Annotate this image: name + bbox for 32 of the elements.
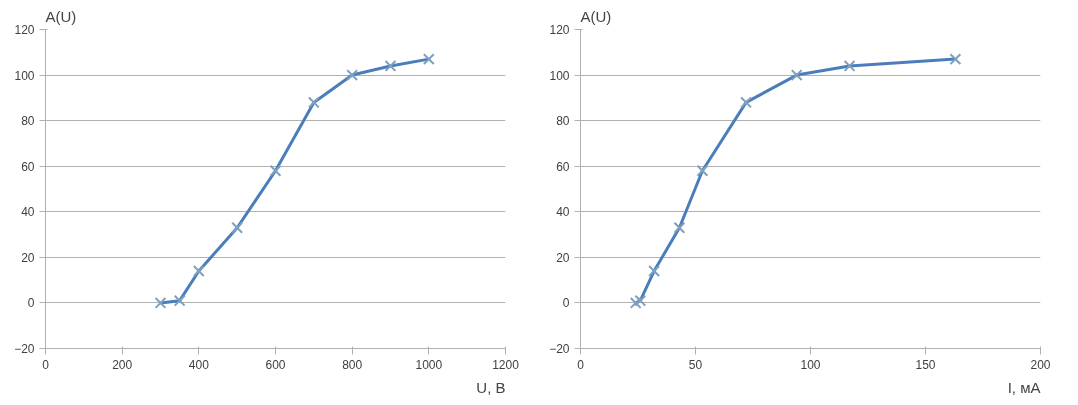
- y-tick-label: 100: [549, 68, 570, 83]
- y-tick-label: −20: [14, 342, 35, 356]
- y-tick-label: 60: [21, 159, 35, 174]
- x-tick-label: 400: [188, 357, 210, 372]
- y-tick-label: 20: [21, 250, 35, 265]
- x-tick-label: 0: [577, 357, 585, 372]
- x-tick-label: 150: [915, 357, 936, 372]
- x-tick-label: 100: [800, 357, 821, 372]
- y-tick-label: 40: [556, 205, 570, 220]
- y-axis-title: A(U): [45, 7, 77, 25]
- y-tick-label: 0: [562, 296, 570, 311]
- x-tick-label: 200: [1030, 357, 1051, 372]
- x-axis-title: I, мА: [1007, 378, 1041, 396]
- x-tick-label: 50: [688, 357, 703, 372]
- y-tick-label: 80: [556, 114, 570, 129]
- y-tick-label: 0: [27, 296, 35, 311]
- x-axis-title: U, B: [476, 378, 506, 396]
- y-tick-label: 80: [21, 114, 35, 129]
- x-tick-label: 0: [42, 357, 50, 372]
- x-tick-label: 600: [265, 357, 286, 372]
- x-tick-label: 200: [112, 357, 133, 372]
- y-tick-label: 120: [14, 23, 35, 37]
- y-tick-label: 100: [14, 68, 35, 83]
- y-axis-title: A(U): [580, 7, 612, 25]
- y-tick-label: 20: [556, 250, 570, 265]
- y-tick-label: 60: [556, 159, 570, 174]
- x-tick-label: 1000: [415, 357, 443, 372]
- y-tick-label: 40: [21, 205, 35, 220]
- x-tick-label: 800: [342, 357, 363, 372]
- y-tick-label: −20: [549, 342, 570, 356]
- y-tick-label: 120: [549, 23, 570, 37]
- x-tick-label: 1200: [492, 357, 520, 372]
